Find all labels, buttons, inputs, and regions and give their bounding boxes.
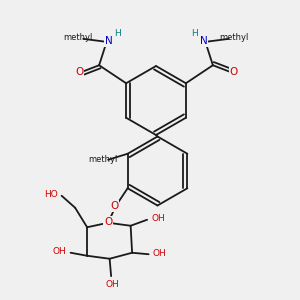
Text: OH: OH [105,280,119,289]
Text: O: O [104,217,112,227]
Text: OH: OH [53,247,67,256]
Text: O: O [75,67,83,77]
Text: N: N [104,36,112,46]
Text: H: H [191,29,198,38]
Text: HO: HO [44,190,58,199]
Text: N: N [200,36,208,46]
Text: O: O [230,67,238,77]
Text: O: O [111,201,119,211]
Text: H: H [114,29,121,38]
Text: OH: OH [152,249,166,258]
Text: methyl: methyl [88,155,118,164]
Text: OH: OH [151,214,165,223]
Text: methyl: methyl [64,34,93,43]
Text: methyl: methyl [219,34,248,43]
